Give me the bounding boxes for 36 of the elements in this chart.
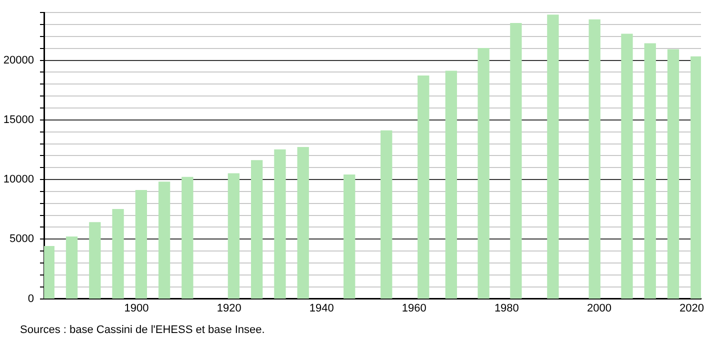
y-tick-label: 20000 (3, 54, 34, 66)
y-tick-label: 15000 (3, 114, 34, 126)
bar (274, 149, 286, 299)
bar (182, 176, 194, 299)
x-tick-label: 1900 (124, 302, 149, 314)
y-tick-label: 10000 (3, 174, 34, 186)
x-tick-label: 1940 (309, 302, 334, 314)
bar (380, 130, 392, 299)
bar (547, 14, 559, 299)
bar (112, 209, 124, 299)
y-tick-label: 0 (28, 292, 34, 305)
bar (621, 34, 633, 299)
bar (297, 147, 309, 299)
bar (44, 246, 54, 299)
bar (251, 160, 263, 299)
bar (135, 190, 147, 299)
bar (667, 49, 680, 299)
bar (344, 174, 356, 299)
bar (510, 23, 522, 299)
x-tick-label: 1960 (402, 302, 426, 314)
bar (690, 56, 701, 299)
x-tick-label: 2020 (680, 302, 704, 314)
x-tick-label: 1920 (216, 302, 242, 314)
x-tick-label: 1980 (494, 302, 519, 314)
bar (418, 75, 430, 299)
bar (228, 173, 240, 299)
bar (588, 19, 600, 299)
y-tick-label: 5000 (10, 233, 34, 246)
bar (158, 182, 170, 299)
bar (89, 222, 101, 299)
bar (445, 70, 457, 299)
bar (644, 43, 656, 299)
source-note: Sources : base Cassini de l'EHESS et base Insee. (20, 324, 265, 336)
bar (66, 236, 78, 299)
bar (478, 48, 490, 299)
x-tick-label: 2000 (586, 302, 612, 314)
